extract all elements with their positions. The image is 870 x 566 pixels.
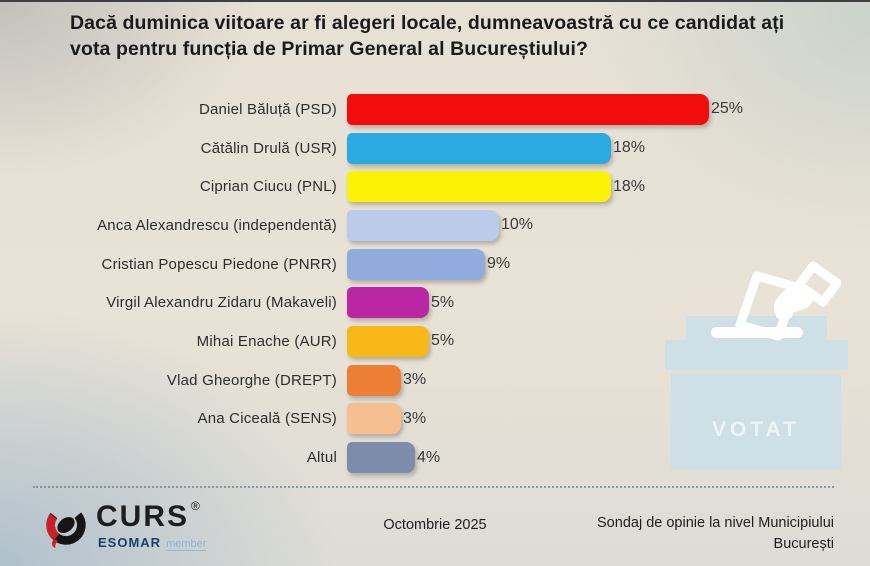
curs-wordmark: CURS: [96, 500, 190, 533]
survey-scope-line2: București: [773, 536, 834, 553]
candidate-label: Vlad Gheorghe (DREPT): [166, 371, 337, 389]
bar-track: 25%: [347, 93, 760, 125]
bar: [347, 325, 429, 357]
candidate-label: Cristian Popescu Piedone (PNRR): [101, 255, 337, 273]
curs-swoosh-icon: [46, 505, 86, 549]
chart-row: Mihai Enache (AUR) 5%: [0, 322, 760, 361]
bar: [347, 93, 709, 125]
value-label: 9%: [487, 255, 511, 273]
bar-track: 3%: [347, 403, 760, 435]
bar: [347, 132, 611, 164]
bar: [347, 403, 401, 435]
candidate-label: Cătălin Drulă (USR): [200, 139, 337, 157]
bar-track: 18%: [347, 132, 760, 164]
bar: [347, 171, 611, 203]
value-label: 5%: [431, 332, 455, 350]
candidate-label: Virgil Alexandru Zidaru (Makaveli): [106, 294, 337, 312]
candidate-label: Ana Ciceală (SENS): [197, 410, 337, 428]
hand-thumb-icon: [775, 307, 793, 320]
ballot-box-lid: [665, 316, 848, 370]
poll-question-title: Dacă duminica viitoare ar fi alegeri loc…: [70, 12, 785, 60]
chart-row: Ana Ciceală (SENS) 3%: [0, 400, 760, 439]
chart-row: Virgil Alexandru Zidaru (Makaveli) 5%: [0, 283, 760, 322]
chart-row: Daniel Băluță (PSD) 25%: [0, 90, 760, 129]
curs-logo: CURS ® ESOMAR member: [42, 499, 207, 551]
chart-row: Cristian Popescu Piedone (PNRR) 9%: [0, 245, 760, 284]
survey-scope-line1: Sondaj de opinie la nivel Municipiului: [597, 515, 834, 531]
bar-chart: Daniel Băluță (PSD) 25% Cătălin Drulă (USR…: [0, 90, 760, 477]
value-label: 18%: [613, 139, 646, 157]
value-label: 3%: [403, 409, 427, 427]
value-label: 10%: [501, 216, 534, 234]
value-label: 5%: [431, 293, 455, 311]
chart-row: Altul 4%: [0, 438, 760, 477]
ballot-paper-icon: [735, 261, 842, 341]
bar: [347, 442, 415, 474]
esomar-member-label: member: [166, 538, 207, 551]
bar-track: 5%: [347, 287, 760, 319]
survey-scope-note: Sondaj de opinie la nivel Municipiului B…: [597, 513, 834, 555]
candidate-label: Daniel Băluță (PSD): [198, 100, 337, 118]
bar-track: 3%: [347, 364, 760, 396]
bar-track: 4%: [347, 442, 760, 474]
footer-divider: [33, 486, 834, 488]
bar: [347, 248, 485, 280]
bar: [347, 364, 401, 396]
bar: [347, 287, 429, 319]
ballot-box-body: [671, 374, 841, 470]
bar: [347, 209, 499, 241]
chart-row: Vlad Gheorghe (DREPT) 3%: [0, 361, 760, 400]
ballot-box-illustration: VOTAT: [665, 261, 848, 470]
survey-date: Octombrie 2025: [383, 517, 487, 533]
value-label: 4%: [417, 448, 441, 466]
candidate-label: Ciprian Ciucu (PNL): [199, 178, 337, 196]
chart-row: Anca Alexandrescu (independentă) 10%: [0, 206, 760, 245]
esomar-label: ESOMAR: [98, 535, 162, 550]
bar-track: 10%: [347, 209, 760, 241]
ballot-box-votat-label: VOTAT: [712, 418, 800, 441]
value-label: 3%: [403, 371, 427, 389]
candidate-label: Altul: [306, 449, 337, 467]
value-label: 25%: [711, 100, 744, 118]
bar-track: 18%: [347, 171, 760, 203]
registered-mark: ®: [191, 499, 200, 513]
bar-track: 5%: [347, 325, 760, 357]
chart-row: Cătălin Drulă (USR) 18%: [0, 129, 760, 168]
candidate-label: Anca Alexandrescu (independentă): [97, 216, 337, 234]
candidate-label: Mihai Enache (AUR): [196, 332, 337, 350]
bar-track: 9%: [347, 248, 760, 280]
chart-row: Ciprian Ciucu (PNL) 18%: [0, 167, 760, 206]
value-label: 18%: [613, 177, 646, 195]
